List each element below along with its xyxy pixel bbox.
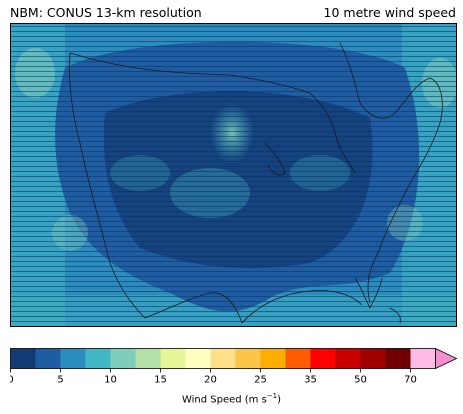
colorbar-segment: [360, 348, 386, 369]
colorbar-tick-label: 50: [354, 375, 367, 385]
colorbar-tick-label: 25: [254, 375, 267, 385]
coastline-lines: [69, 42, 443, 324]
colorbar-segment: [335, 348, 361, 369]
colorbar-segment: [135, 348, 161, 369]
colorbar-label: Wind Speed (m s−1): [181, 392, 282, 406]
colorbar-segment: [285, 348, 311, 369]
colorbar-segment: [35, 348, 61, 369]
colorbar-segment: [185, 348, 211, 369]
variable-title: 10 metre wind speed: [323, 5, 456, 20]
colorbar-segment: [410, 348, 436, 369]
colorbar-segment: [60, 348, 86, 369]
colorbar-segment: [110, 348, 136, 369]
colorbar-segment: [235, 348, 261, 369]
colorbar: 0 5 10 15 20 25 35 50 70: [7, 347, 460, 388]
wind-speed-map: [10, 23, 457, 327]
colorbar-segment: [260, 348, 286, 369]
colorbar-extend-arrow: [435, 347, 458, 370]
colorbar-segment: [85, 348, 111, 369]
colorbar-outline: [10, 348, 436, 369]
colorbar-segment: [310, 348, 336, 369]
colorbar-segment: [10, 348, 36, 369]
colorbar-segment: [210, 348, 236, 369]
map-title: NBM: CONUS 13-km resolution: [10, 5, 202, 20]
colorbar-segment: [385, 348, 411, 369]
colorbar-tick-label: 0: [10, 375, 14, 385]
colorbar-tick-label: 5: [57, 375, 63, 385]
colorbar-tick-label: 20: [204, 375, 217, 385]
colorbar-tick-label: 70: [404, 375, 417, 385]
colorbar-tick-label: 35: [304, 375, 317, 385]
colorbar-segment: [160, 348, 186, 369]
colorbar-tick-label: 15: [154, 375, 167, 385]
colorbar-tick-label: 10: [104, 375, 117, 385]
